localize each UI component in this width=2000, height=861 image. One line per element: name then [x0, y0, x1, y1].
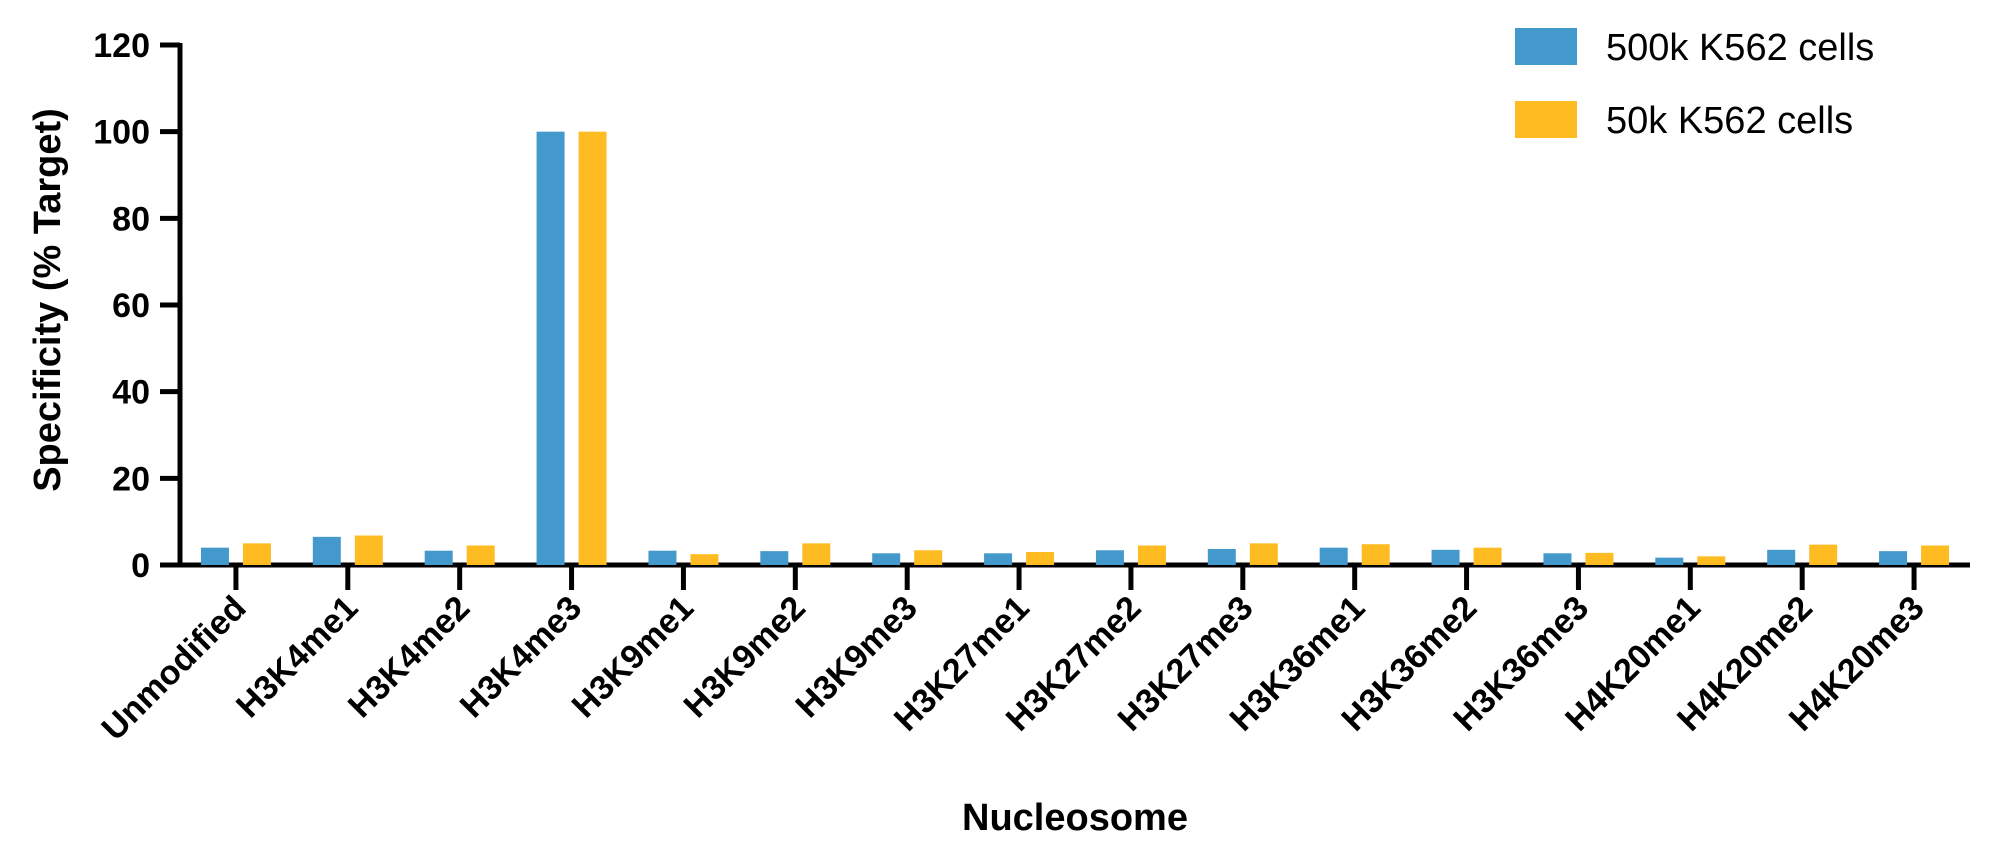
- bar: [914, 550, 943, 565]
- y-tick-label: 80: [112, 200, 150, 238]
- x-axis-title: Nucleosome: [962, 797, 1188, 839]
- y-tick-label: 0: [131, 547, 150, 585]
- bar: [1361, 544, 1390, 565]
- y-tick-label: 120: [93, 27, 150, 65]
- bar: [1697, 556, 1726, 565]
- x-tick-label: H3K4me2: [341, 589, 477, 725]
- bar: [466, 545, 495, 565]
- x-tick-label: H3K4me3: [453, 589, 589, 725]
- bar: [424, 550, 453, 565]
- bar: [1655, 557, 1684, 565]
- bar: [1879, 551, 1908, 565]
- legend-label: 50k K562 cells: [1606, 100, 1853, 142]
- y-tick-label: 100: [93, 114, 150, 152]
- bar: [690, 554, 719, 565]
- bar: [1585, 552, 1614, 565]
- x-tick-label: Unmodified: [95, 589, 254, 748]
- x-tick-label: H3K4me1: [229, 589, 365, 725]
- bar: [984, 553, 1013, 565]
- legend-swatch: [1515, 101, 1577, 138]
- x-tick-label: H3K9me1: [565, 589, 701, 725]
- bar: [1543, 553, 1572, 565]
- x-tick-label: H3K9me2: [677, 589, 813, 725]
- y-tick-label: 20: [112, 460, 150, 498]
- legend: 500k K562 cells 50k K562 cells: [1515, 27, 1874, 142]
- bar: [536, 131, 565, 565]
- bar: [1473, 547, 1502, 565]
- bar: [802, 543, 831, 565]
- bar: [760, 551, 789, 565]
- bar: [1249, 543, 1278, 565]
- bar: [578, 131, 607, 565]
- bar: [1319, 547, 1348, 565]
- y-tick-label: 60: [112, 287, 150, 325]
- legend-swatch: [1515, 28, 1577, 65]
- y-axis: 0 20 40 60 80 100 120: [93, 27, 183, 585]
- bar: [1137, 545, 1166, 565]
- bar: [1431, 549, 1460, 565]
- bar: [1809, 544, 1838, 565]
- x-axis: UnmodifiedH3K4me1H3K4me2H3K4me3H3K9me1H3…: [95, 562, 1970, 748]
- bar: [1921, 545, 1950, 565]
- bars: [200, 131, 1950, 565]
- bar: [354, 535, 383, 565]
- legend-label: 500k K562 cells: [1606, 27, 1874, 69]
- bar: [648, 550, 677, 565]
- y-tick-label: 40: [112, 374, 150, 412]
- bar: [1026, 552, 1055, 565]
- bar: [312, 536, 341, 565]
- bar: [200, 547, 229, 565]
- y-axis-title: Specificity (% Target): [27, 108, 69, 492]
- bar: [1207, 548, 1236, 565]
- bar: [872, 553, 901, 565]
- bar: [1095, 550, 1124, 565]
- bar: [242, 543, 271, 565]
- bar: [1767, 549, 1796, 565]
